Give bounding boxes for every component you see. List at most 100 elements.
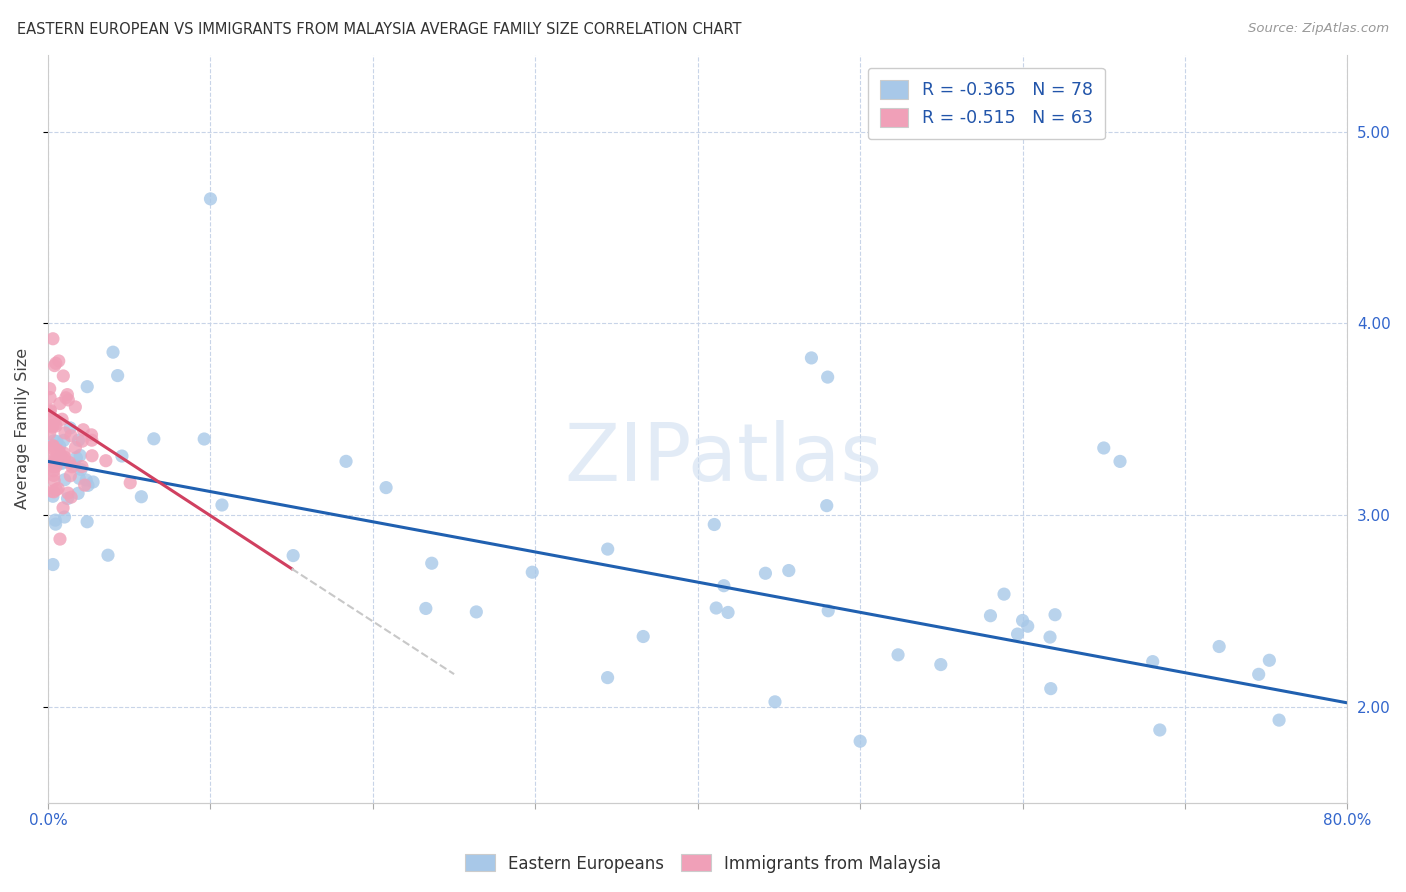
- Point: [41, 484, 63, 499]
- Point: [63, 458, 86, 473]
- Point: [817, 370, 839, 384]
- Point: [42, 456, 65, 470]
- Point: [596, 671, 619, 685]
- Point: [45, 442, 67, 457]
- Point: [1043, 607, 1066, 622]
- Point: [45, 459, 67, 474]
- Point: [45, 517, 67, 532]
- Point: [38, 426, 60, 441]
- Point: [77, 478, 100, 492]
- Point: [44, 359, 66, 373]
- Point: [1247, 667, 1270, 681]
- Point: [42, 442, 65, 456]
- Point: [73, 478, 96, 492]
- Point: [1039, 630, 1062, 644]
- Point: [42, 439, 65, 453]
- Point: [754, 566, 776, 581]
- Point: [1017, 619, 1039, 633]
- Point: [45, 483, 67, 497]
- Point: [281, 549, 304, 563]
- Point: [59, 456, 82, 470]
- Point: [76, 379, 98, 393]
- Point: [82, 475, 104, 489]
- Text: Source: ZipAtlas.com: Source: ZipAtlas.com: [1249, 22, 1389, 36]
- Point: [76, 515, 98, 529]
- Point: [815, 499, 838, 513]
- Point: [1142, 655, 1164, 669]
- Point: [704, 601, 727, 615]
- Point: [1268, 713, 1291, 727]
- Point: [42, 459, 65, 474]
- Point: [46, 452, 69, 467]
- Legend: R = -0.365   N = 78, R = -0.515   N = 63: R = -0.365 N = 78, R = -0.515 N = 63: [868, 68, 1105, 139]
- Point: [60, 490, 83, 504]
- Point: [44, 448, 66, 462]
- Point: [420, 556, 443, 570]
- Point: [65, 400, 87, 414]
- Text: EASTERN EUROPEAN VS IMMIGRANTS FROM MALAYSIA AVERAGE FAMILY SIZE CORRELATION CHA: EASTERN EUROPEAN VS IMMIGRANTS FROM MALA…: [17, 22, 741, 37]
- Point: [48, 443, 70, 458]
- Point: [817, 604, 839, 618]
- Point: [211, 498, 233, 512]
- Point: [52, 452, 75, 467]
- Point: [887, 648, 910, 662]
- Point: [58, 392, 80, 407]
- Point: [1007, 627, 1029, 641]
- Point: [979, 608, 1001, 623]
- Point: [111, 449, 134, 463]
- Point: [70, 462, 93, 476]
- Point: [929, 657, 952, 672]
- Point: [51, 456, 73, 470]
- Point: [52, 500, 75, 515]
- Point: [42, 489, 65, 503]
- Point: [778, 564, 800, 578]
- Point: [46, 482, 69, 496]
- Point: [993, 587, 1015, 601]
- Point: [193, 432, 215, 446]
- Point: [38, 382, 60, 396]
- Point: [42, 464, 65, 478]
- Point: [55, 391, 77, 405]
- Point: [375, 481, 398, 495]
- Point: [800, 351, 823, 365]
- Point: [42, 558, 65, 572]
- Point: [49, 532, 72, 546]
- Point: [53, 510, 76, 524]
- Point: [49, 396, 72, 410]
- Point: [52, 434, 75, 448]
- Point: [53, 425, 76, 440]
- Point: [1092, 441, 1115, 455]
- Point: [39, 403, 62, 417]
- Point: [44, 455, 66, 469]
- Point: [45, 434, 67, 449]
- Point: [49, 449, 72, 463]
- Point: [465, 605, 488, 619]
- Point: [44, 474, 66, 488]
- Point: [44, 414, 66, 428]
- Point: [51, 412, 73, 426]
- Point: [56, 491, 79, 506]
- Point: [67, 471, 90, 485]
- Point: [60, 459, 83, 474]
- Point: [1258, 653, 1281, 667]
- Point: [44, 417, 66, 432]
- Point: [107, 368, 129, 383]
- Point: [94, 453, 117, 467]
- Point: [45, 356, 67, 370]
- Point: [48, 439, 70, 453]
- Point: [44, 513, 66, 527]
- Point: [67, 486, 90, 500]
- Point: [335, 454, 357, 468]
- Point: [65, 441, 87, 455]
- Point: [1149, 723, 1171, 737]
- Point: [131, 490, 153, 504]
- Point: [39, 418, 62, 433]
- Point: [1011, 614, 1033, 628]
- Point: [415, 601, 437, 615]
- Point: [45, 418, 67, 433]
- Point: [101, 345, 124, 359]
- Point: [52, 368, 75, 383]
- Text: ZIPatlas: ZIPatlas: [565, 420, 883, 498]
- Point: [53, 450, 76, 465]
- Point: [59, 428, 82, 442]
